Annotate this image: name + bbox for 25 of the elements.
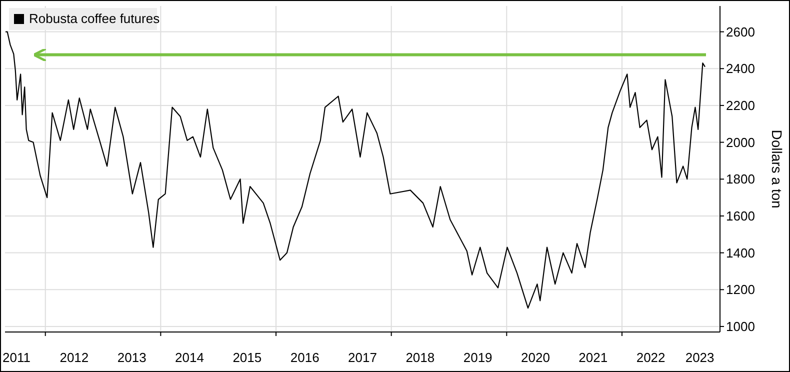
y-tick-label: 1000 (726, 319, 755, 334)
y-axis-title: Dollars a ton (769, 130, 785, 208)
y-tick-label: 1800 (726, 172, 755, 187)
y-tick-label: 1200 (726, 282, 755, 298)
x-tick-label: 2017 (348, 350, 377, 365)
x-tick-label: 2021 (578, 350, 608, 365)
x-tick-label: 2018 (406, 350, 435, 365)
line-series (5, 31, 706, 309)
y-tick-label: 1400 (726, 245, 755, 260)
x-tick-label: 2015 (232, 350, 262, 365)
x-tick-label: 2014 (175, 350, 204, 365)
x-tick-label: 2023 (685, 350, 714, 365)
x-tick-label: 2016 (290, 350, 320, 365)
chart-title: Robusta coffee futures (29, 11, 160, 26)
x-tick-label: 2012 (60, 350, 89, 365)
x-tick-label: 2011 (2, 350, 31, 365)
y-tick-label: 1600 (726, 208, 755, 224)
x-tick-label: 2019 (463, 350, 492, 365)
y-tick-label: 2000 (726, 134, 755, 150)
y-tick-label: 2200 (726, 98, 755, 114)
x-tick-label: 2022 (636, 350, 666, 365)
x-tick-label: 2013 (117, 350, 146, 365)
y-tick-label: 2600 (726, 24, 755, 40)
x-tick-label: 2020 (521, 350, 550, 365)
y-tick-label: 2400 (726, 61, 755, 76)
